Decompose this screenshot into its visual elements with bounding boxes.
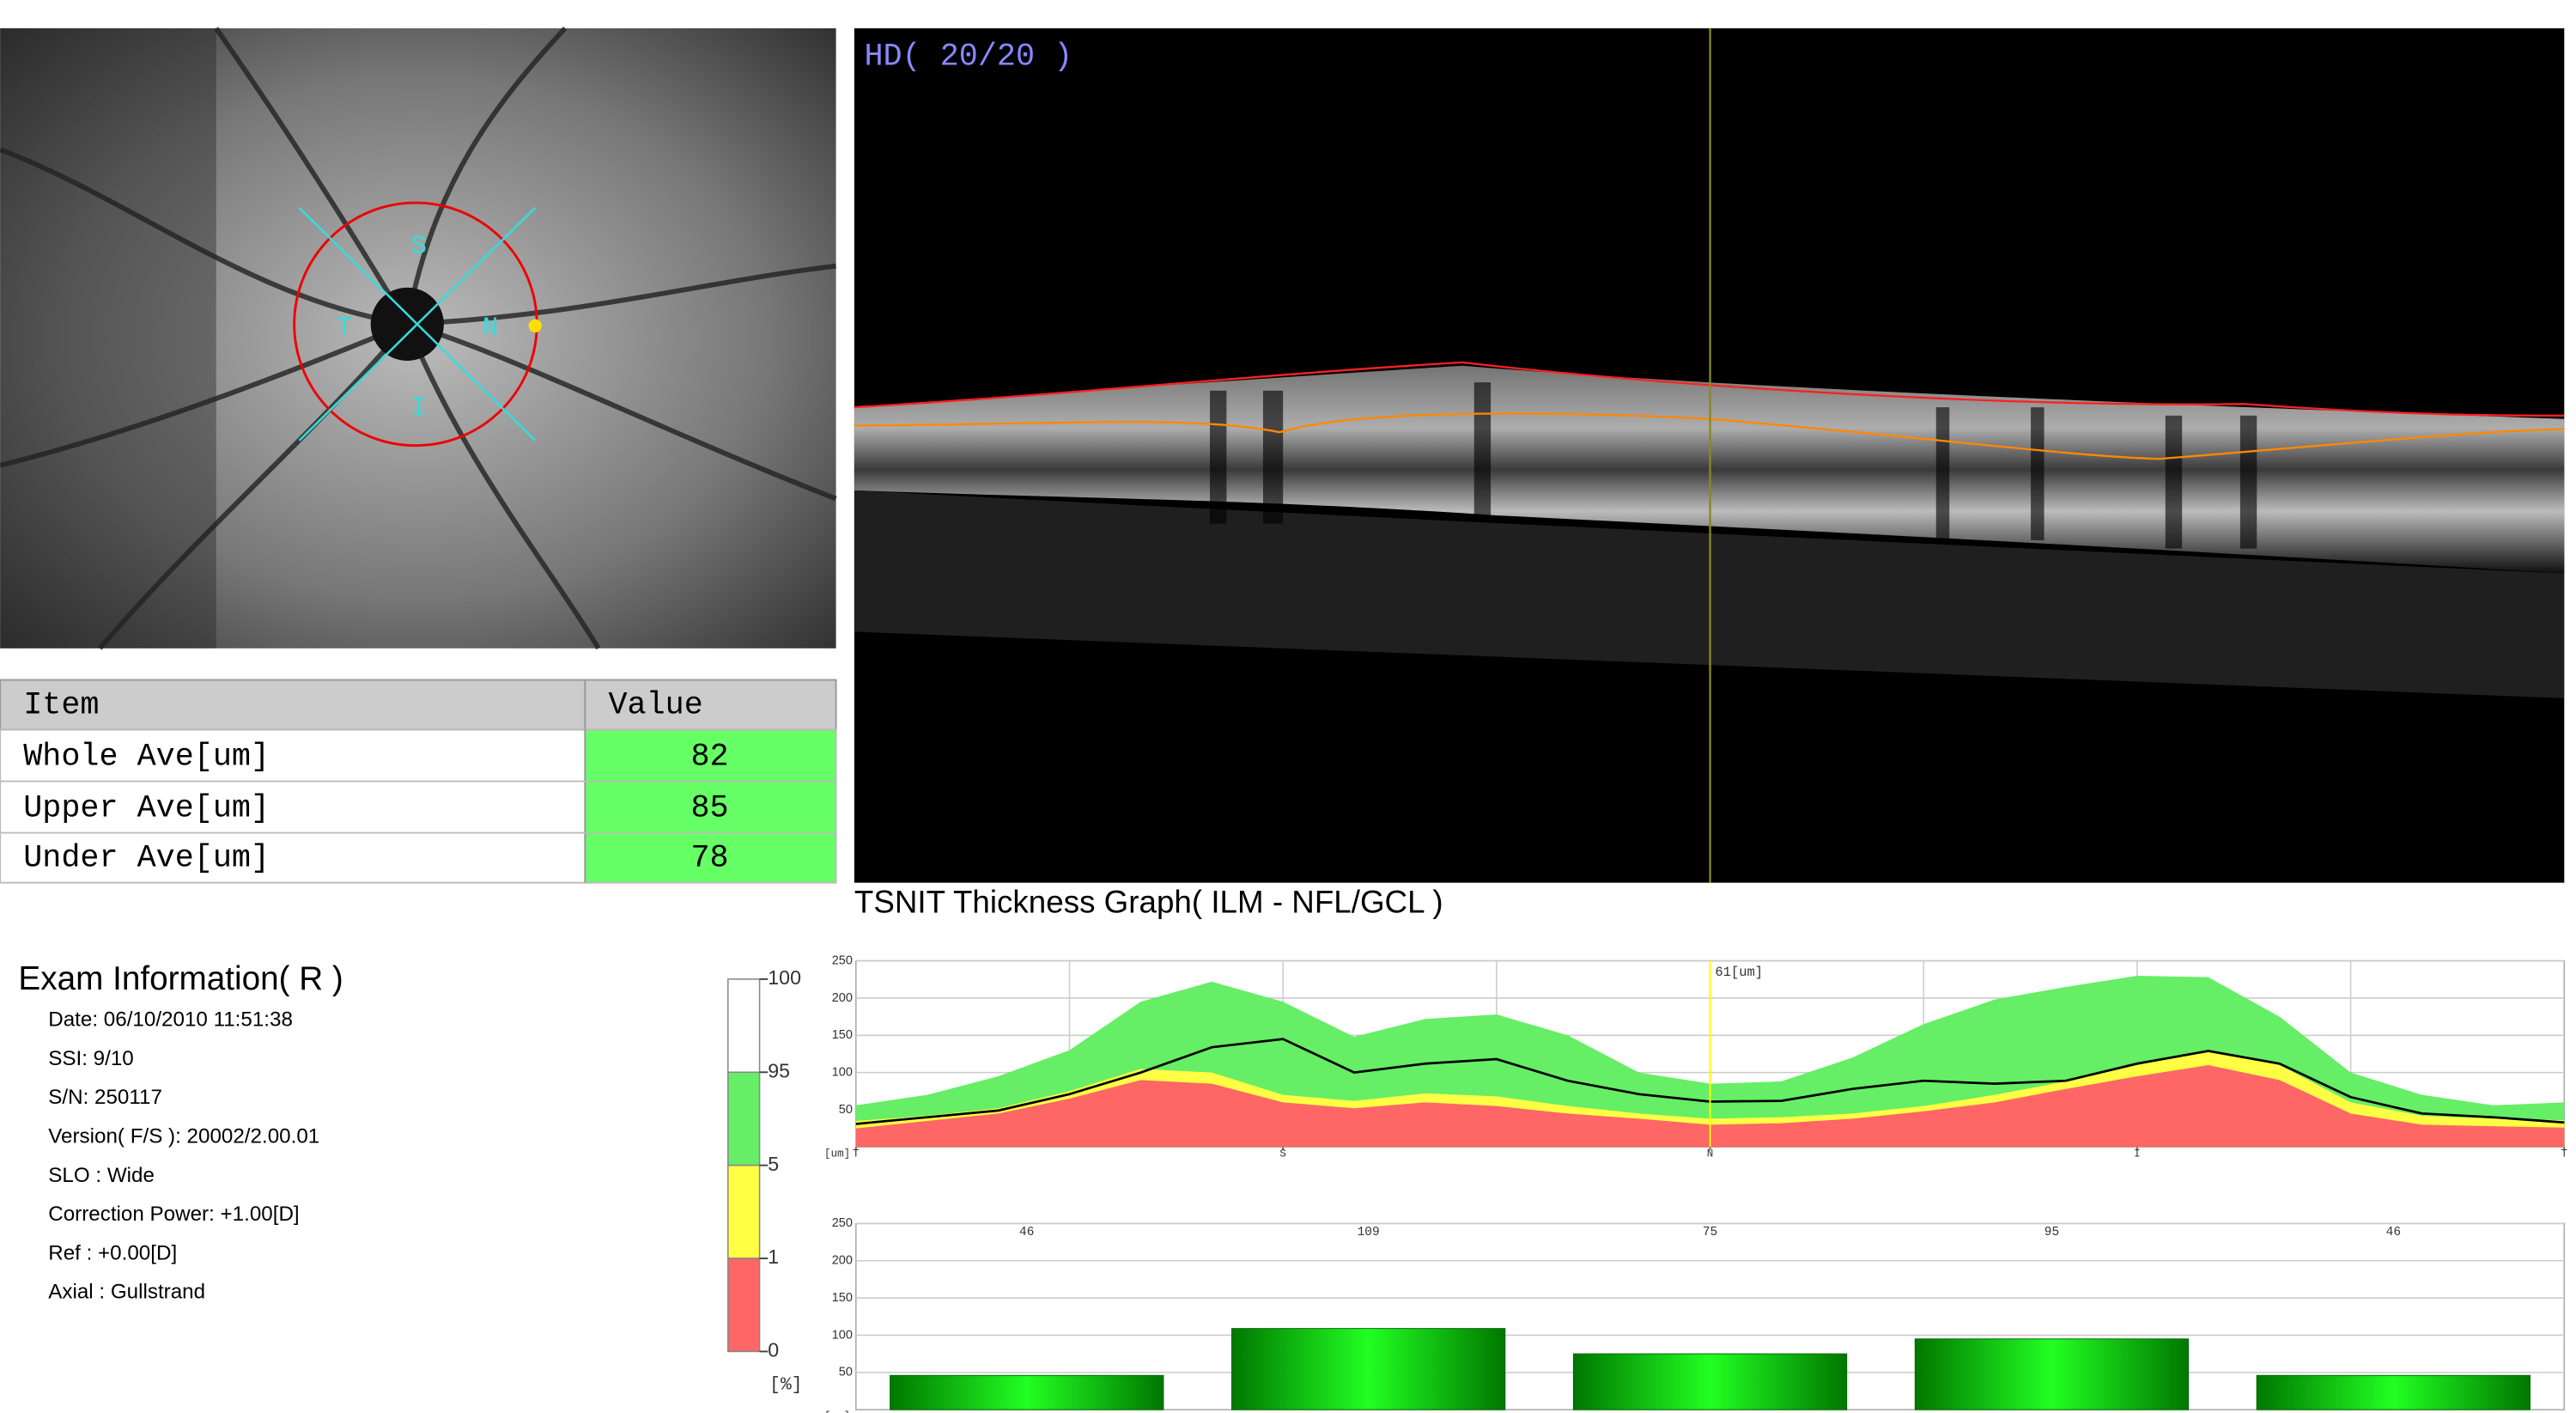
table-header: Item (23, 687, 99, 723)
table-cell: 85 (690, 790, 728, 826)
legend-swatch (727, 978, 761, 1074)
legend-swatch (727, 1258, 761, 1353)
bar (2256, 1374, 2530, 1410)
table-cell: 82 (690, 739, 728, 775)
y-tick-label: 100 (832, 1065, 853, 1079)
y-tick-label: 200 (832, 991, 853, 1005)
legend-tick-label: 5 (768, 1153, 779, 1175)
table-header: Value (608, 687, 702, 723)
oct-label: HD( 20/20 ) (865, 40, 1073, 76)
table-cell: 78 (690, 840, 728, 876)
exam-title: Exam Information( R ) (18, 960, 343, 997)
fundus-image (0, 26, 837, 650)
legend-tick-label: 1 (768, 1246, 779, 1268)
y-tick-label: 50 (839, 1366, 853, 1380)
legend-unit: [%] (769, 1375, 802, 1396)
bar (1914, 1338, 2190, 1410)
exam-line: SSI: 9/10 (48, 1047, 134, 1070)
legend-tick-label: 0 (768, 1339, 779, 1361)
summary-table: Item Value Whole Ave[um] 82 Upper Ave[um… (0, 679, 837, 884)
table-cell: Whole Ave[um] (23, 739, 270, 775)
exam-line: Date: 06/10/2010 11:51:38 (48, 1008, 293, 1032)
bar-value-label: 75 (1703, 1226, 1717, 1239)
legend-tick-label: 100 (768, 966, 801, 989)
x-tick-label: S (1279, 1148, 1286, 1160)
exam-line: Ref : +0.00[D] (48, 1241, 177, 1264)
unit-label: [um] (824, 1410, 850, 1413)
x-tick-label: T (853, 1148, 860, 1160)
sector-label: S (411, 232, 428, 262)
sector-label: N (483, 313, 499, 343)
sector-label: I (411, 393, 428, 423)
y-tick-label: 250 (832, 953, 853, 967)
exam-line: Axial : Gullstrand (48, 1281, 205, 1304)
x-tick-label: I (2134, 1148, 2141, 1160)
bar (1231, 1328, 1506, 1410)
legend-swatch (727, 1164, 761, 1259)
y-tick-label: 200 (832, 1254, 853, 1268)
table-cell: Under Ave[um] (23, 840, 270, 876)
y-tick-label: 50 (839, 1103, 853, 1117)
x-tick-label: N (1707, 1148, 1714, 1160)
legend-swatch (727, 1071, 761, 1166)
y-tick-label: 150 (832, 1028, 853, 1042)
y-tick-label: 150 (832, 1291, 853, 1305)
exam-line: S/N: 250117 (48, 1086, 162, 1109)
cursor-label: 61[um] (1715, 965, 1763, 980)
legend-tick-label: 95 (768, 1059, 790, 1081)
bar-value-label: 46 (1019, 1226, 1034, 1239)
exam-line: Correction Power: +1.00[D] (48, 1203, 299, 1226)
bar (1572, 1353, 1848, 1410)
table-cell: Upper Ave[um] (23, 790, 270, 826)
y-tick-label: 100 (832, 1328, 853, 1342)
oct-scan (854, 27, 2565, 883)
graph-title: TSNIT Thickness Graph( ILM - NFL/GCL ) (854, 885, 1443, 920)
sector-label: T (336, 313, 352, 343)
y-tick-label: 250 (832, 1216, 853, 1230)
bar-value-label: 46 (2386, 1226, 2401, 1239)
bar (890, 1374, 1164, 1410)
x-tick-label: T (2561, 1148, 2568, 1160)
bar-value-label: 109 (1358, 1226, 1380, 1239)
exam-line: Version( F/S ): 20002/2.00.01 (48, 1125, 319, 1148)
bar-value-label: 95 (2044, 1226, 2059, 1239)
exam-line: SLO : Wide (48, 1164, 155, 1187)
band-area (855, 1064, 2565, 1148)
unit-label: [um] (824, 1148, 850, 1160)
